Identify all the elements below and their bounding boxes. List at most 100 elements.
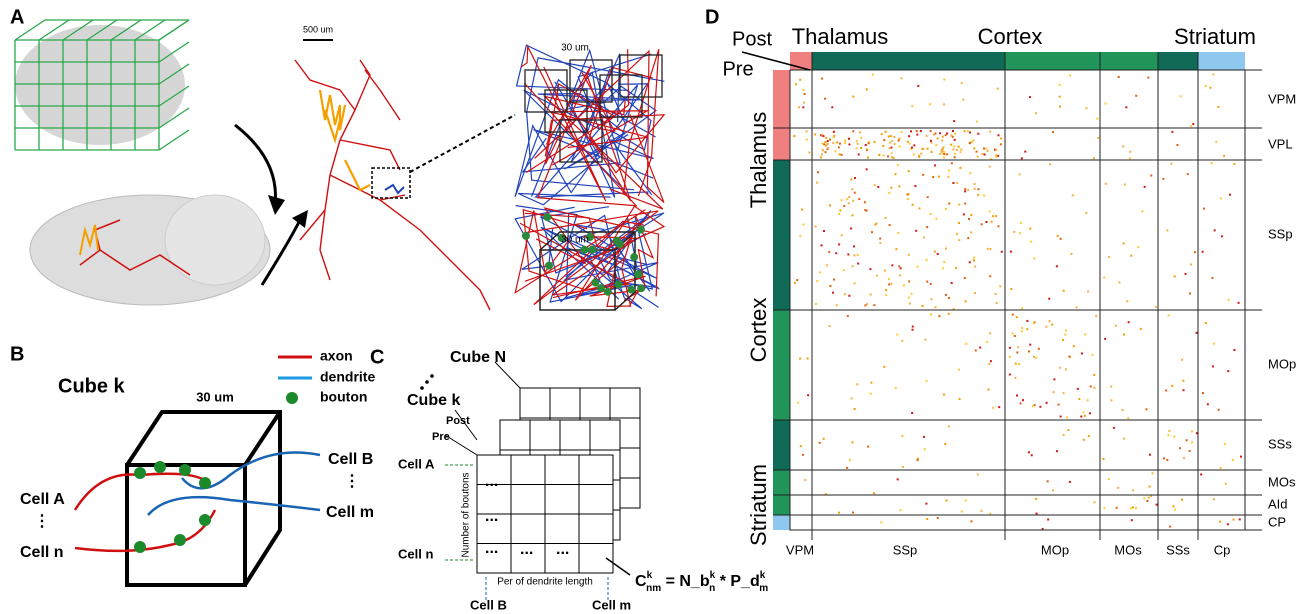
legend-label: bouton <box>320 389 367 405</box>
connection-dot <box>1224 443 1227 446</box>
connection-dot <box>1089 412 1092 415</box>
connection-dot <box>972 139 975 142</box>
connection-dot <box>860 136 863 139</box>
scale-label: 30 um <box>561 43 589 54</box>
connection-dot <box>918 155 921 158</box>
cell-label: ⋮ <box>344 473 360 490</box>
connection-dot <box>1219 467 1222 470</box>
connection-dot <box>1068 355 1071 358</box>
connection-dot <box>1058 83 1061 86</box>
connection-dot <box>805 130 808 133</box>
connection-dot <box>995 155 998 158</box>
connection-dot <box>1203 207 1206 210</box>
cube-title: Cube k <box>58 375 126 397</box>
connection-dot <box>1016 394 1019 397</box>
col-label: Cell B <box>470 597 507 612</box>
connection-dot <box>922 173 925 176</box>
connection-dot <box>952 182 955 185</box>
connection-dot <box>882 145 885 148</box>
connection-dot <box>839 142 842 145</box>
connection-dot <box>873 184 876 187</box>
connection-dot <box>1191 430 1194 433</box>
connection-dot <box>1059 237 1062 240</box>
connection-dot <box>1193 251 1196 254</box>
connection-dot <box>1162 457 1165 460</box>
cube-outline <box>559 119 603 163</box>
connection-dot <box>870 231 873 234</box>
connection-dot <box>828 251 831 254</box>
connection-dot <box>1029 227 1032 230</box>
matrix-frame <box>789 69 1246 531</box>
connection-dot <box>1122 333 1125 336</box>
connection-dot <box>824 97 827 100</box>
connection-dot <box>829 284 832 287</box>
zoom-image <box>514 205 666 311</box>
connection-dot <box>928 103 931 106</box>
fiber <box>562 217 659 288</box>
connection-dot <box>824 151 827 154</box>
connection-dot <box>1075 306 1078 309</box>
connection-dot <box>814 225 817 228</box>
connection-dot <box>910 292 913 295</box>
connection-dot <box>930 141 933 144</box>
connection-dot <box>1052 391 1055 394</box>
connection-dot <box>865 88 868 91</box>
connection-dot <box>821 142 824 145</box>
connection-dot <box>1065 416 1068 419</box>
connection-dot <box>1123 437 1126 440</box>
connection-dot <box>989 248 992 251</box>
connection-dot <box>816 171 819 174</box>
connection-dot <box>851 441 854 444</box>
connection-dot <box>953 152 956 155</box>
connection-dot <box>793 135 796 138</box>
connection-dot <box>1135 507 1138 510</box>
bouton <box>545 261 554 270</box>
connection-dot <box>1035 356 1038 359</box>
connection-dot <box>1024 150 1027 153</box>
connection-dot <box>822 135 825 138</box>
connection-dot <box>1020 307 1023 310</box>
connection-dot <box>956 182 959 185</box>
connection-dot <box>1015 316 1018 319</box>
connection-dot <box>919 130 922 133</box>
connection-dot <box>865 209 868 212</box>
connection-dot <box>1026 319 1029 322</box>
col-label: VPM <box>786 542 814 557</box>
connection-dot <box>934 132 937 135</box>
connection-dot <box>908 302 911 305</box>
connection-dot <box>869 392 872 395</box>
fiber <box>535 207 660 297</box>
connection-dot <box>842 269 845 272</box>
row-label: CP <box>1268 514 1286 529</box>
connection-dot <box>888 147 891 150</box>
connection-dot <box>1112 426 1115 429</box>
connection-dot <box>1013 334 1016 337</box>
connection-dot <box>807 394 810 397</box>
connection-dot <box>988 210 991 213</box>
bouton <box>630 253 639 262</box>
connection-dot <box>977 193 980 196</box>
connection-dot <box>906 193 909 196</box>
connection-dot <box>829 204 832 207</box>
connection-dot <box>1029 343 1032 346</box>
connection-dot <box>1014 376 1017 379</box>
connection-dot <box>940 149 943 152</box>
arrow-head <box>292 210 308 228</box>
connection-dot <box>929 212 932 215</box>
group-label: Striatum <box>1174 24 1256 49</box>
connection-dot <box>991 406 994 409</box>
connection-dot <box>1143 185 1146 188</box>
connection-dot <box>1217 105 1220 108</box>
connection-dot <box>1185 439 1188 442</box>
connection-dot <box>914 184 917 187</box>
bouton <box>637 284 646 293</box>
grid-line <box>38 19 70 41</box>
ellipsis: ... <box>485 540 498 557</box>
connection-dot <box>1018 173 1021 176</box>
connection-dot <box>1026 328 1029 331</box>
connection-dot <box>867 156 870 159</box>
connection-dot <box>1020 330 1023 333</box>
legend-label: dendrite <box>320 369 375 385</box>
connection-dot <box>821 77 824 80</box>
connection-dot <box>799 445 802 448</box>
